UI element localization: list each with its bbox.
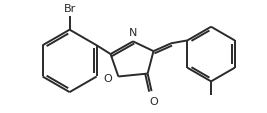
Text: O: O bbox=[149, 96, 158, 106]
Text: Br: Br bbox=[64, 4, 76, 14]
Text: O: O bbox=[104, 74, 112, 84]
Text: N: N bbox=[129, 28, 137, 38]
